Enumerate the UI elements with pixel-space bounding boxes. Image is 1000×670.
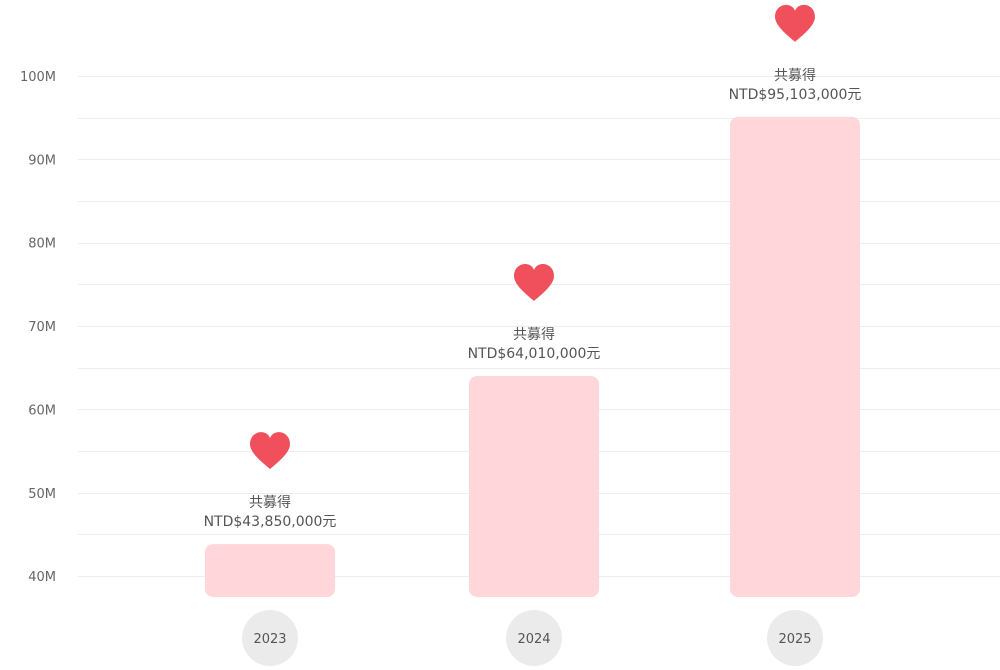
x-tick-label: 2025 [778, 632, 811, 647]
heart-icon [775, 4, 815, 42]
y-tick-label: 60M [28, 403, 56, 418]
y-tick-label: 50M [28, 487, 56, 502]
year-badge [242, 610, 298, 666]
heart-icon [250, 432, 290, 470]
bar[interactable] [469, 376, 599, 597]
x-tick-label: 2023 [253, 632, 286, 647]
data-label-prefix: 共募得 [513, 326, 555, 343]
data-label-prefix: 共募得 [249, 494, 291, 511]
heart-icon [514, 264, 554, 302]
data-label: NTD$95,103,000元 [729, 87, 862, 103]
data-label-prefix: 共募得 [774, 67, 816, 84]
year-badge [767, 610, 823, 666]
y-tick-label: 80M [28, 237, 56, 252]
data-label: NTD$43,850,000元 [204, 514, 337, 530]
x-tick-label: 2024 [517, 632, 550, 647]
y-tick-label: 70M [28, 320, 56, 335]
year-badge [506, 610, 562, 666]
y-tick-label: 90M [28, 153, 56, 168]
y-tick-label: 40M [28, 570, 56, 585]
bar[interactable] [205, 544, 335, 597]
y-tick-label: 100M [20, 70, 56, 85]
data-label: NTD$64,010,000元 [468, 346, 601, 362]
bar[interactable] [730, 116, 860, 597]
